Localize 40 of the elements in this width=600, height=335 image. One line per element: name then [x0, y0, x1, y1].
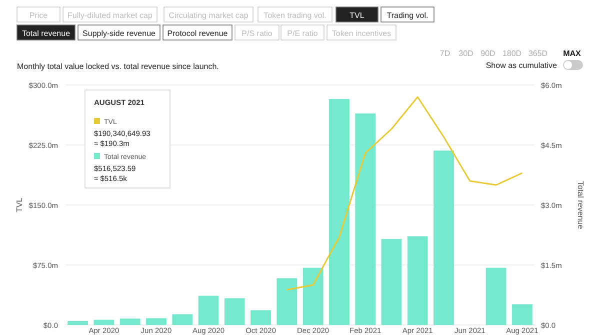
- bar: [329, 99, 350, 325]
- bar: [407, 236, 428, 325]
- bar: [172, 314, 193, 325]
- bar: [355, 113, 376, 325]
- bar: [224, 298, 245, 325]
- text: 30D: [458, 49, 474, 58]
- text: Total revenue: [22, 29, 71, 38]
- text: Token trading vol.: [264, 11, 326, 20]
- text: Price: [29, 11, 48, 20]
- y-axis-title: TVL: [15, 197, 24, 212]
- bar: [486, 268, 506, 325]
- text: Circulating market cap: [168, 11, 249, 20]
- text: Protocol revenue: [167, 29, 228, 38]
- bar: [94, 320, 114, 325]
- text: Supply-side revenue: [82, 29, 156, 38]
- bar: [381, 239, 402, 325]
- text: 90D: [480, 49, 496, 58]
- text: P/S ratio: [242, 29, 273, 38]
- bar: [276, 278, 298, 325]
- text: 7D: [440, 49, 450, 58]
- bar: [512, 304, 532, 325]
- line-series: [286, 96, 523, 291]
- text: MAX: [563, 49, 582, 58]
- bar: [302, 268, 324, 325]
- text: Show as cumulative: [486, 61, 558, 70]
- bar: [120, 318, 140, 325]
- chart-subtitle: Monthly total value locked vs. total revenue since launch.: [17, 62, 219, 71]
- bar: [250, 310, 271, 325]
- text: TVL: [350, 11, 365, 20]
- text: 365D: [528, 49, 548, 58]
- bar: [434, 150, 454, 325]
- y2-axis-title: Total revenue: [576, 180, 585, 230]
- text: Trading vol.: [386, 11, 428, 20]
- text: Fully-diluted market cap: [68, 11, 154, 20]
- bar: [198, 296, 219, 325]
- text: 180D: [502, 49, 522, 58]
- bar: [68, 321, 88, 325]
- text: Token incentives: [332, 29, 392, 38]
- text: P/E ratio: [287, 29, 318, 38]
- bar: [146, 318, 166, 325]
